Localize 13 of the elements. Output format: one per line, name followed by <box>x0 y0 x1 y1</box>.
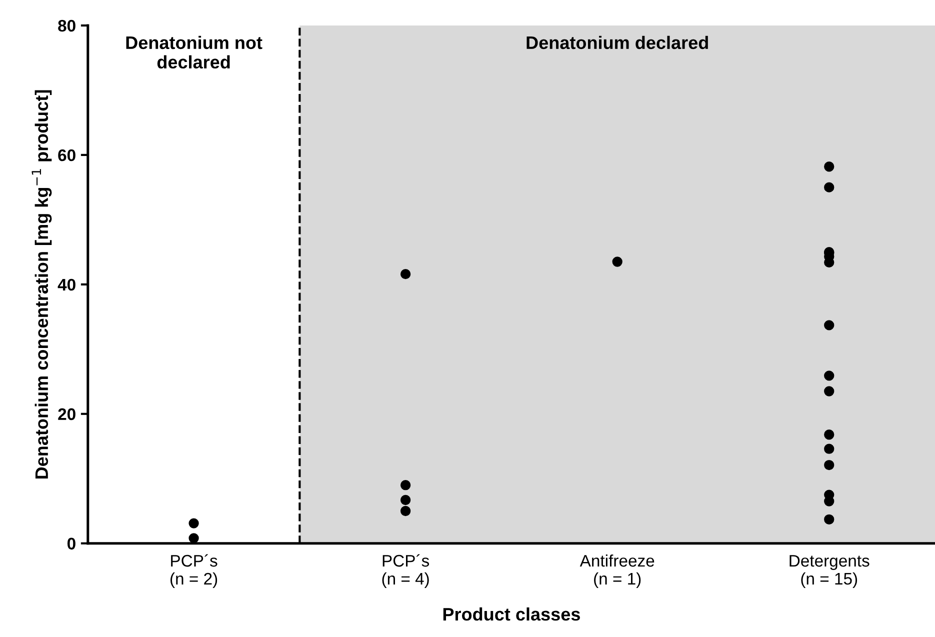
band-label: Denatonium declared <box>526 36 708 50</box>
x-tick-label: Detergents (n = 15) <box>790 555 870 588</box>
annotation: Denatonium not declared <box>126 36 262 69</box>
y-tick-label: 60 <box>58 149 76 162</box>
x-axis-title: Product classes <box>443 607 580 621</box>
x-tick-label: Antifreeze (n = 1) <box>580 554 654 588</box>
y-tick-label: 40 <box>58 278 76 291</box>
x-tick-label: PCP´s (n = 4) <box>382 554 430 588</box>
y-axis-title: Denatonium concentration [mg kg$^{−1}$ product] <box>32 90 52 478</box>
y-tick-label: 0 <box>67 538 76 550</box>
y-tick-label: 80 <box>58 20 76 32</box>
x-tick-label: PCP´s (n = 2) <box>170 554 218 588</box>
y-tick-label: 20 <box>58 408 76 420</box>
